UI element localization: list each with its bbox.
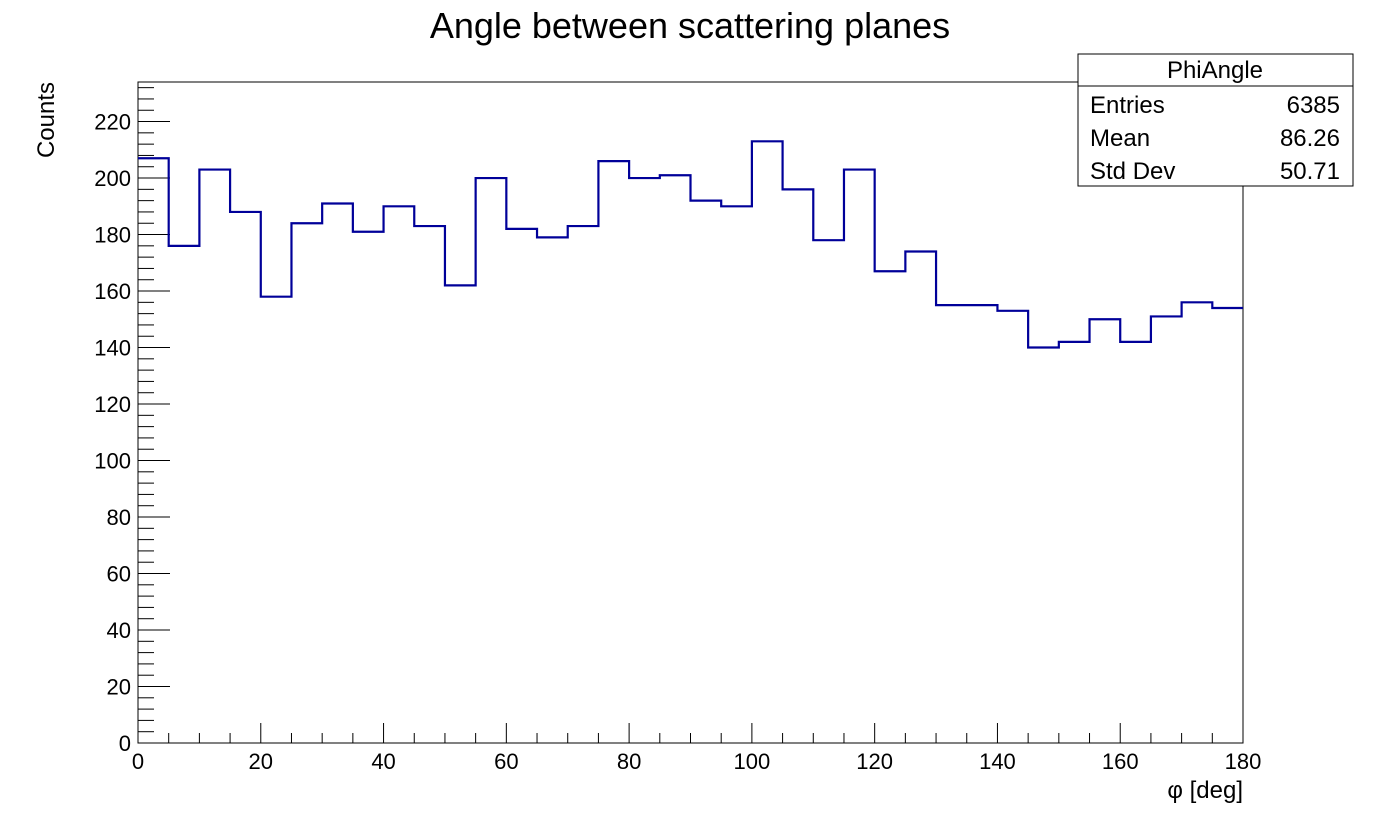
x-tick-label: 80 — [617, 749, 641, 774]
histogram-bin — [1120, 342, 1151, 743]
histogram-bin — [322, 203, 353, 743]
histogram-outline — [138, 140, 1243, 349]
y-tick-label: 220 — [94, 110, 131, 135]
x-tick-label: 0 — [132, 749, 144, 774]
stats-entries-label: Entries — [1090, 92, 1165, 119]
histogram-bin — [1090, 319, 1121, 743]
y-tick-label: 100 — [94, 449, 131, 474]
histogram-bin — [169, 246, 200, 743]
x-tick-label: 100 — [734, 749, 771, 774]
y-axis-label: Counts — [33, 82, 60, 158]
chart-title: Angle between scattering planes — [430, 5, 950, 46]
stats-entries-value: 6385 — [1287, 92, 1340, 119]
histogram-bin — [752, 141, 783, 743]
histogram-bin — [445, 285, 476, 743]
histogram-bin — [936, 305, 967, 743]
axis-tick-labels: 0 20 40 60 80 100 120 140 160 180 0 20 40 60 80 100 120 1… — [94, 110, 1261, 774]
histogram-bin — [813, 240, 844, 743]
histogram-bin — [1028, 348, 1059, 743]
y-tick-label: 40 — [107, 618, 131, 643]
y-tick-label: 120 — [94, 392, 131, 417]
stats-mean-label: Mean — [1090, 125, 1150, 152]
histogram-bin — [1151, 316, 1182, 743]
histogram-bin — [629, 178, 660, 743]
histogram-bin — [353, 232, 384, 743]
histogram-bin — [291, 223, 322, 743]
x-axis-label: φ [deg] — [1167, 777, 1243, 804]
x-tick-label: 160 — [1102, 749, 1139, 774]
histogram-bin — [997, 311, 1028, 743]
histogram-bin — [875, 271, 906, 743]
histogram-bin — [660, 175, 691, 743]
histogram-bin — [598, 161, 629, 743]
stats-mean-value: 86.26 — [1280, 125, 1340, 152]
histogram-bin — [506, 229, 537, 743]
stats-box: PhiAngle Entries 6385 Mean 86.26 Std Dev… — [1077, 53, 1354, 187]
y-tick-label: 80 — [107, 505, 131, 530]
y-tick-label: 160 — [94, 279, 131, 304]
histogram-bin — [568, 226, 599, 743]
y-tick-label: 20 — [107, 675, 131, 700]
histogram-bin — [537, 237, 568, 743]
stats-stddev-label: Std Dev — [1090, 158, 1175, 185]
histogram-bin — [476, 178, 507, 743]
y-tick-label: 0 — [119, 731, 131, 756]
histogram-bin — [691, 201, 722, 743]
histogram-bin — [721, 206, 752, 743]
x-tick-label: 120 — [856, 749, 893, 774]
y-tick-label: 60 — [107, 562, 131, 587]
histogram-bin — [199, 170, 230, 743]
y-tick-label: 200 — [94, 166, 131, 191]
stats-box-name: PhiAngle — [1167, 57, 1263, 84]
x-tick-label: 180 — [1225, 749, 1262, 774]
histogram-bins — [138, 141, 1243, 743]
histogram-bin — [1212, 308, 1243, 743]
histogram-bin — [1182, 302, 1213, 743]
histogram-bin — [1059, 342, 1090, 743]
histogram-bin — [783, 189, 814, 743]
x-tick-label: 140 — [979, 749, 1016, 774]
x-tick-label: 60 — [494, 749, 518, 774]
x-tick-label: 40 — [371, 749, 395, 774]
y-tick-label: 140 — [94, 336, 131, 361]
histogram-bin — [138, 158, 169, 743]
axis-ticks — [137, 87, 1244, 744]
stats-box-frame — [1077, 53, 1354, 187]
histogram-bin — [905, 251, 936, 743]
y-tick-label: 180 — [94, 223, 131, 248]
histogram-bin — [230, 212, 261, 743]
histogram-bin — [844, 170, 875, 743]
x-tick-label: 20 — [249, 749, 273, 774]
histogram-bin — [967, 305, 998, 743]
histogram-bin — [261, 297, 292, 743]
stats-stddev-value: 50.71 — [1280, 158, 1340, 185]
histogram-bin — [414, 226, 445, 743]
histogram-bin — [384, 206, 415, 743]
